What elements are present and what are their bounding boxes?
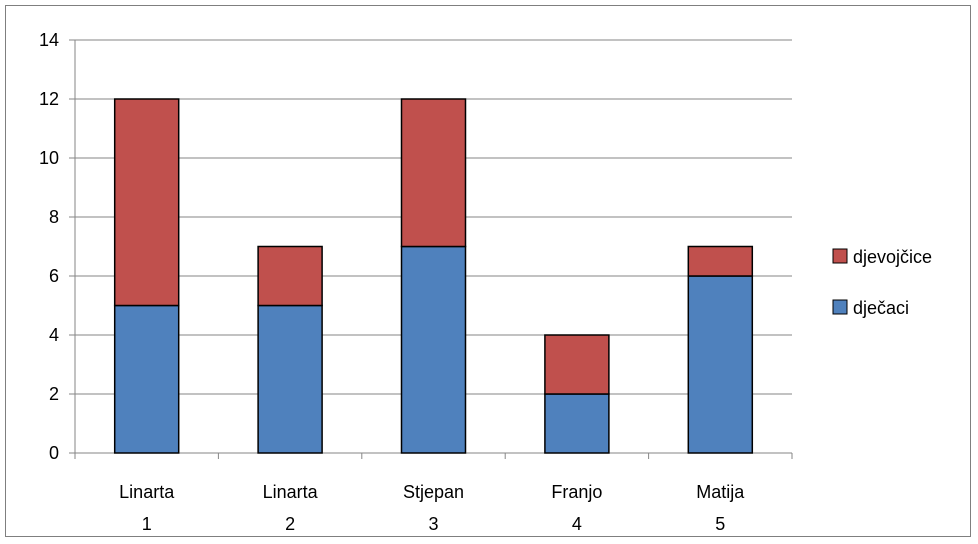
legend-label: djevojčice bbox=[853, 247, 932, 267]
y-tick-label: 8 bbox=[49, 207, 59, 227]
x-tick-label: Matija bbox=[696, 482, 745, 502]
x-tick-label: 2 bbox=[285, 514, 295, 534]
bar-djevojcice bbox=[257, 245, 323, 307]
bar-djevojcice bbox=[113, 98, 180, 307]
x-tick-label: 3 bbox=[428, 514, 438, 534]
x-tick-label: 4 bbox=[572, 514, 582, 534]
bar-djevojcice bbox=[400, 98, 467, 248]
y-tick-label: 2 bbox=[49, 384, 59, 404]
y-tick-label: 0 bbox=[49, 443, 59, 463]
legend-swatch bbox=[832, 248, 848, 264]
bar-djecaci bbox=[257, 304, 323, 454]
bar-djevojcice bbox=[687, 245, 754, 277]
bar-djecaci bbox=[544, 393, 610, 454]
bar-djevojcice bbox=[544, 334, 610, 395]
y-tick-label: 6 bbox=[49, 266, 59, 286]
legend-label: dječaci bbox=[853, 298, 909, 318]
x-tick-label: Linarta bbox=[263, 482, 319, 502]
x-tick-label: Linarta bbox=[119, 482, 175, 502]
y-tick-label: 4 bbox=[49, 325, 59, 345]
legend-swatch bbox=[832, 299, 848, 315]
bar-djecaci bbox=[113, 304, 180, 454]
y-tick-label: 10 bbox=[39, 148, 59, 168]
x-tick-label: 1 bbox=[142, 514, 152, 534]
x-tick-label: Stjepan bbox=[403, 482, 464, 502]
x-tick-label: 5 bbox=[715, 514, 725, 534]
y-tick-label: 12 bbox=[39, 89, 59, 109]
bar-djecaci bbox=[400, 245, 467, 454]
x-tick-label: Franjo bbox=[551, 482, 602, 502]
bar-djecaci bbox=[687, 275, 754, 454]
y-tick-label: 14 bbox=[39, 30, 59, 50]
